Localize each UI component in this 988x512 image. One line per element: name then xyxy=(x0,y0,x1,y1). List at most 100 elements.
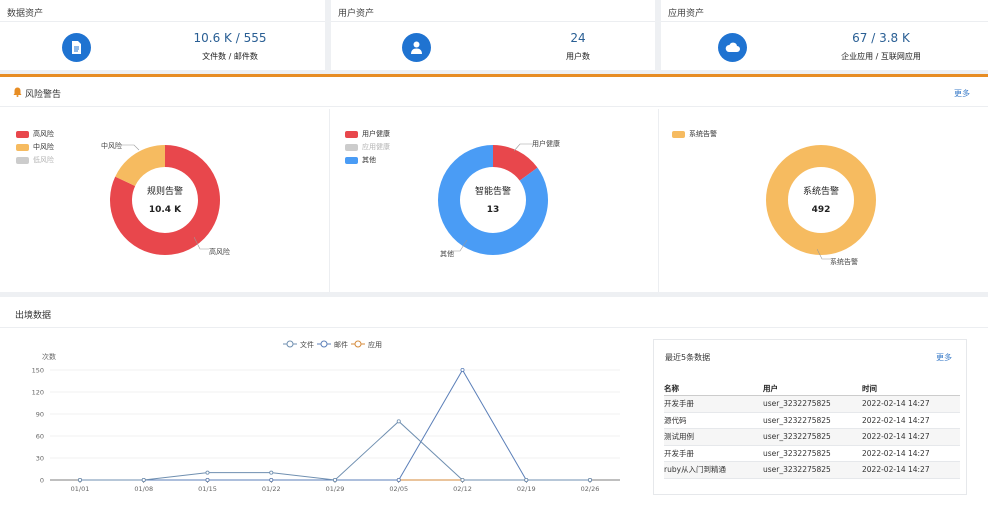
data-point[interactable] xyxy=(460,477,465,482)
chart-legend: 高风险 中风险 低风险 xyxy=(16,128,54,167)
y-tick-label: 60 xyxy=(36,433,44,441)
table-row[interactable]: ruby从入门到精通 user_3232275825 2022-02-14 14… xyxy=(664,462,960,479)
chart-legend: 系统告警 xyxy=(672,128,717,141)
card-user-assets: 用户资产 24 用户数 xyxy=(331,0,655,70)
panel-header: 风险警告 更多 xyxy=(0,77,988,107)
risk-warning-panel: 风险警告 更多 高风险 中风险 低风险 规则告警 10.4 K 中风险 高风险 … xyxy=(0,77,988,292)
y-tick-label: 30 xyxy=(36,455,44,463)
x-tick-label: 01/22 xyxy=(262,485,281,493)
panel-title: 出境数据 xyxy=(15,311,52,321)
accent-divider xyxy=(0,74,988,77)
slice-label: 中风险 xyxy=(101,142,122,150)
legend-item[interactable]: 应用 xyxy=(351,340,382,349)
card-value: 10.6 K / 555 xyxy=(193,31,267,45)
user-icon xyxy=(402,33,431,62)
y-tick-label: 150 xyxy=(32,367,44,375)
donut-chart-smart-alerts xyxy=(438,145,548,255)
more-link[interactable]: 更多 xyxy=(954,89,970,98)
y-tick-label: 0 xyxy=(40,477,44,485)
card-title: 用户资产 xyxy=(338,9,375,19)
donut-slice[interactable] xyxy=(115,145,166,187)
series-line xyxy=(80,420,590,481)
card-subtitle: 用户数 xyxy=(566,52,590,61)
y-axis-label: 次数 xyxy=(42,352,56,361)
table-row[interactable]: 开发手册 user_3232275825 2022-02-14 14:27 xyxy=(664,446,960,462)
donut-slice[interactable] xyxy=(766,145,876,255)
recent-data-table: 名称 用户 时间 开发手册 user_3232275825 2022-02-14… xyxy=(664,381,960,479)
divider xyxy=(0,21,325,22)
card-value: 67 / 3.8 K xyxy=(852,31,910,45)
cloud-icon xyxy=(718,33,747,62)
card-title: 应用资产 xyxy=(668,9,705,19)
legend-item[interactable]: 用户健康 xyxy=(345,128,390,141)
divider xyxy=(661,21,988,22)
data-point[interactable] xyxy=(460,368,465,373)
slice-label: 高风险 xyxy=(209,248,230,256)
series-line xyxy=(80,369,590,481)
card-value: 24 xyxy=(570,31,586,45)
card-app-assets: 应用资产 67 / 3.8 K 企业应用 / 互联网应用 xyxy=(661,0,988,70)
legend-item[interactable]: 其他 xyxy=(345,154,390,167)
card-subtitle: 文件数 / 邮件数 xyxy=(202,52,258,61)
data-point[interactable] xyxy=(205,470,210,475)
donut-center: 智能告警 13 xyxy=(474,187,511,215)
data-point[interactable] xyxy=(78,477,83,482)
table-row[interactable]: 测试用例 user_3232275825 2022-02-14 14:27 xyxy=(664,429,960,446)
slice-label: 系统告警 xyxy=(830,258,858,266)
legend-item[interactable]: 文件 xyxy=(283,340,314,349)
donut-chart-rule-alerts xyxy=(110,145,220,255)
data-point[interactable] xyxy=(396,477,401,482)
data-point[interactable] xyxy=(524,477,529,482)
document-icon xyxy=(62,33,91,62)
donut-chart-system-alerts xyxy=(766,145,876,255)
table-row[interactable]: 源代码 user_3232275825 2022-02-14 14:27 xyxy=(664,413,960,429)
bell-icon xyxy=(13,87,22,97)
svg-text:邮件: 邮件 xyxy=(334,340,348,349)
card-subtitle: 企业应用 / 互联网应用 xyxy=(841,52,921,61)
legend-item[interactable]: 低风险 xyxy=(16,154,54,167)
recent-data-card: 最近5条数据 更多 名称 用户 时间 开发手册 user_3232275825 … xyxy=(653,339,967,495)
legend-item[interactable]: 高风险 xyxy=(16,128,54,141)
data-point[interactable] xyxy=(205,477,210,482)
x-tick-label: 02/05 xyxy=(389,485,408,493)
donut-slice[interactable] xyxy=(438,145,548,255)
divider xyxy=(331,21,655,22)
x-tick-label: 02/26 xyxy=(581,485,600,493)
legend-item[interactable]: 系统告警 xyxy=(672,128,717,141)
donut-center: 系统告警 492 xyxy=(802,187,839,215)
divider xyxy=(329,109,330,292)
data-point[interactable] xyxy=(269,477,274,482)
chart-legend: 用户健康 应用健康 其他 xyxy=(345,128,390,167)
legend-item[interactable]: 应用健康 xyxy=(345,141,390,154)
more-link[interactable]: 更多 xyxy=(936,353,952,362)
legend-item[interactable]: 邮件 xyxy=(317,340,348,349)
donut-slice[interactable] xyxy=(110,145,220,255)
donut-slice[interactable] xyxy=(492,145,538,182)
data-point[interactable] xyxy=(269,470,274,475)
legend-item[interactable]: 中风险 xyxy=(16,141,54,154)
data-point[interactable] xyxy=(141,477,146,482)
donut-center: 规则告警 10.4 K xyxy=(146,187,183,215)
table-row[interactable]: 开发手册 user_3232275825 2022-02-14 14:27 xyxy=(664,396,960,413)
table-header: 名称 用户 时间 xyxy=(664,381,960,396)
slice-label: 用户健康 xyxy=(532,140,560,148)
x-tick-label: 02/19 xyxy=(517,485,536,493)
data-point[interactable] xyxy=(588,477,593,482)
card-title: 数据资产 xyxy=(7,9,44,19)
svg-text:文件: 文件 xyxy=(300,340,314,349)
x-tick-label: 01/29 xyxy=(326,485,345,493)
x-tick-label: 01/08 xyxy=(134,485,153,493)
data-point[interactable] xyxy=(332,477,337,482)
card-title: 最近5条数据 xyxy=(665,353,711,362)
outbound-data-panel: 出境数据 文件 邮件 应用 次数 0 30 60 90 120 150 01/01 01/08 01/1… xyxy=(0,297,988,512)
y-tick-label: 120 xyxy=(32,389,44,397)
data-point[interactable] xyxy=(396,419,401,424)
svg-text:应用: 应用 xyxy=(368,340,382,349)
card-data-assets: 数据资产 10.6 K / 555 文件数 / 邮件数 xyxy=(0,0,325,70)
x-tick-label: 02/12 xyxy=(453,485,472,493)
divider xyxy=(658,109,659,292)
divider xyxy=(0,327,988,328)
x-tick-label: 01/15 xyxy=(198,485,217,493)
panel-title: 风险警告 xyxy=(25,90,62,100)
y-tick-label: 90 xyxy=(36,411,44,419)
